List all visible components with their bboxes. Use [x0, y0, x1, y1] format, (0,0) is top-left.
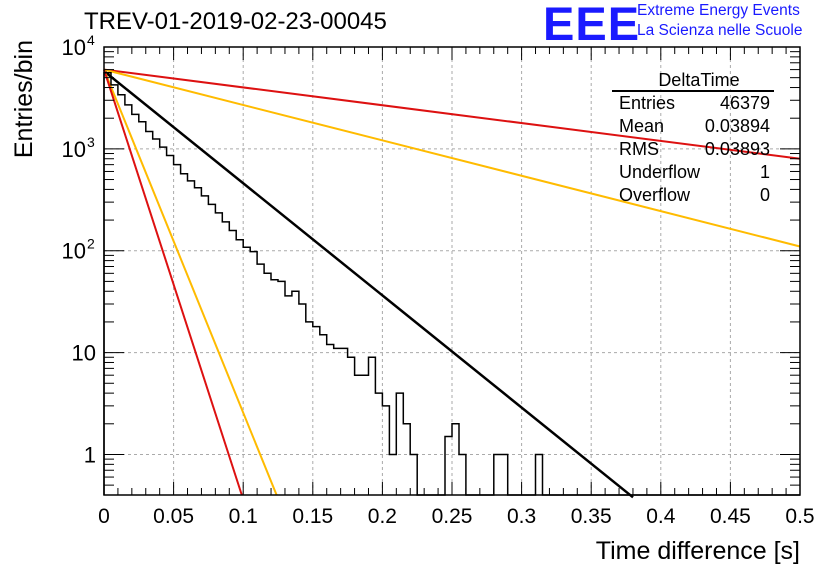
stats-value: 0.03894	[704, 116, 770, 136]
stats-label: Overflow	[619, 185, 691, 205]
axis-ticks	[103, 46, 801, 496]
x-tick-label: 0.45	[710, 505, 751, 528]
fit-curve-3	[103, 69, 278, 496]
y-tick-label: 10	[62, 239, 86, 264]
logo-subtitle-2: La Scienza nelle Scuole	[637, 22, 803, 39]
x-tick-label: 0	[98, 505, 110, 528]
x-axis-label: Time difference [s]	[596, 537, 800, 565]
fit-curve-2	[103, 68, 801, 248]
x-tick-label: 0.3	[507, 505, 536, 528]
stats-value: 46379	[719, 93, 770, 113]
stats-label: Underflow	[619, 162, 701, 182]
x-tick-label: 0.35	[571, 505, 612, 528]
x-tick-label: 0.5	[785, 505, 814, 528]
x-tick-label: 0.2	[368, 505, 397, 528]
y-tick-exponent: 2	[87, 236, 95, 252]
stats-label: Entries	[619, 93, 676, 113]
y-tick-label: 1	[84, 442, 96, 467]
x-tick-label: 0.4	[646, 505, 676, 528]
y-tick-label: 10	[72, 341, 96, 366]
y-tick-exponent: 4	[87, 32, 95, 48]
fit-curves	[103, 68, 801, 499]
y-tick-exponent: 3	[87, 134, 95, 150]
stats-title: DeltaTime	[612, 70, 774, 92]
stats-row-mean: Mean 0.03894	[612, 115, 774, 138]
stats-box: DeltaTime Entries 46379 Mean 0.03894 RMS…	[612, 70, 774, 207]
chart-title: TREV-01-2019-02-23-00045	[84, 8, 387, 35]
eee-logo: EEE	[543, 0, 641, 50]
y-tick-label: 10	[62, 35, 86, 60]
stats-row-underflow: Underflow 1	[612, 161, 774, 184]
y-axis-label: Entries/bin	[10, 40, 38, 158]
stats-value: 0.03893	[704, 139, 770, 159]
stats-label: RMS	[619, 139, 659, 159]
x-tick-label: 0.15	[292, 505, 333, 528]
x-tick-label: 0.05	[153, 505, 194, 528]
stats-row-entries: Entries 46379	[612, 92, 774, 115]
stats-value: 1	[759, 162, 770, 182]
fit-curve-0	[103, 70, 634, 499]
stats-row-rms: RMS 0.03893	[612, 138, 774, 161]
fit-curve-4	[103, 69, 243, 496]
stats-label: Mean	[619, 116, 665, 136]
fit-curve-1	[103, 68, 801, 160]
x-tick-label: 0.25	[432, 505, 473, 528]
x-tick-labels: 0 0.05 0.1 0.15 0.2 0.25 0.3 0.35 0.4 0.45 0.5	[98, 505, 814, 528]
x-tick-label: 0.1	[229, 505, 258, 528]
stats-row-overflow: Overflow 0	[612, 184, 774, 207]
y-tick-label: 10	[62, 137, 86, 162]
stats-value: 0	[759, 185, 770, 205]
logo-subtitle-1: Extreme Energy Events	[637, 2, 800, 19]
